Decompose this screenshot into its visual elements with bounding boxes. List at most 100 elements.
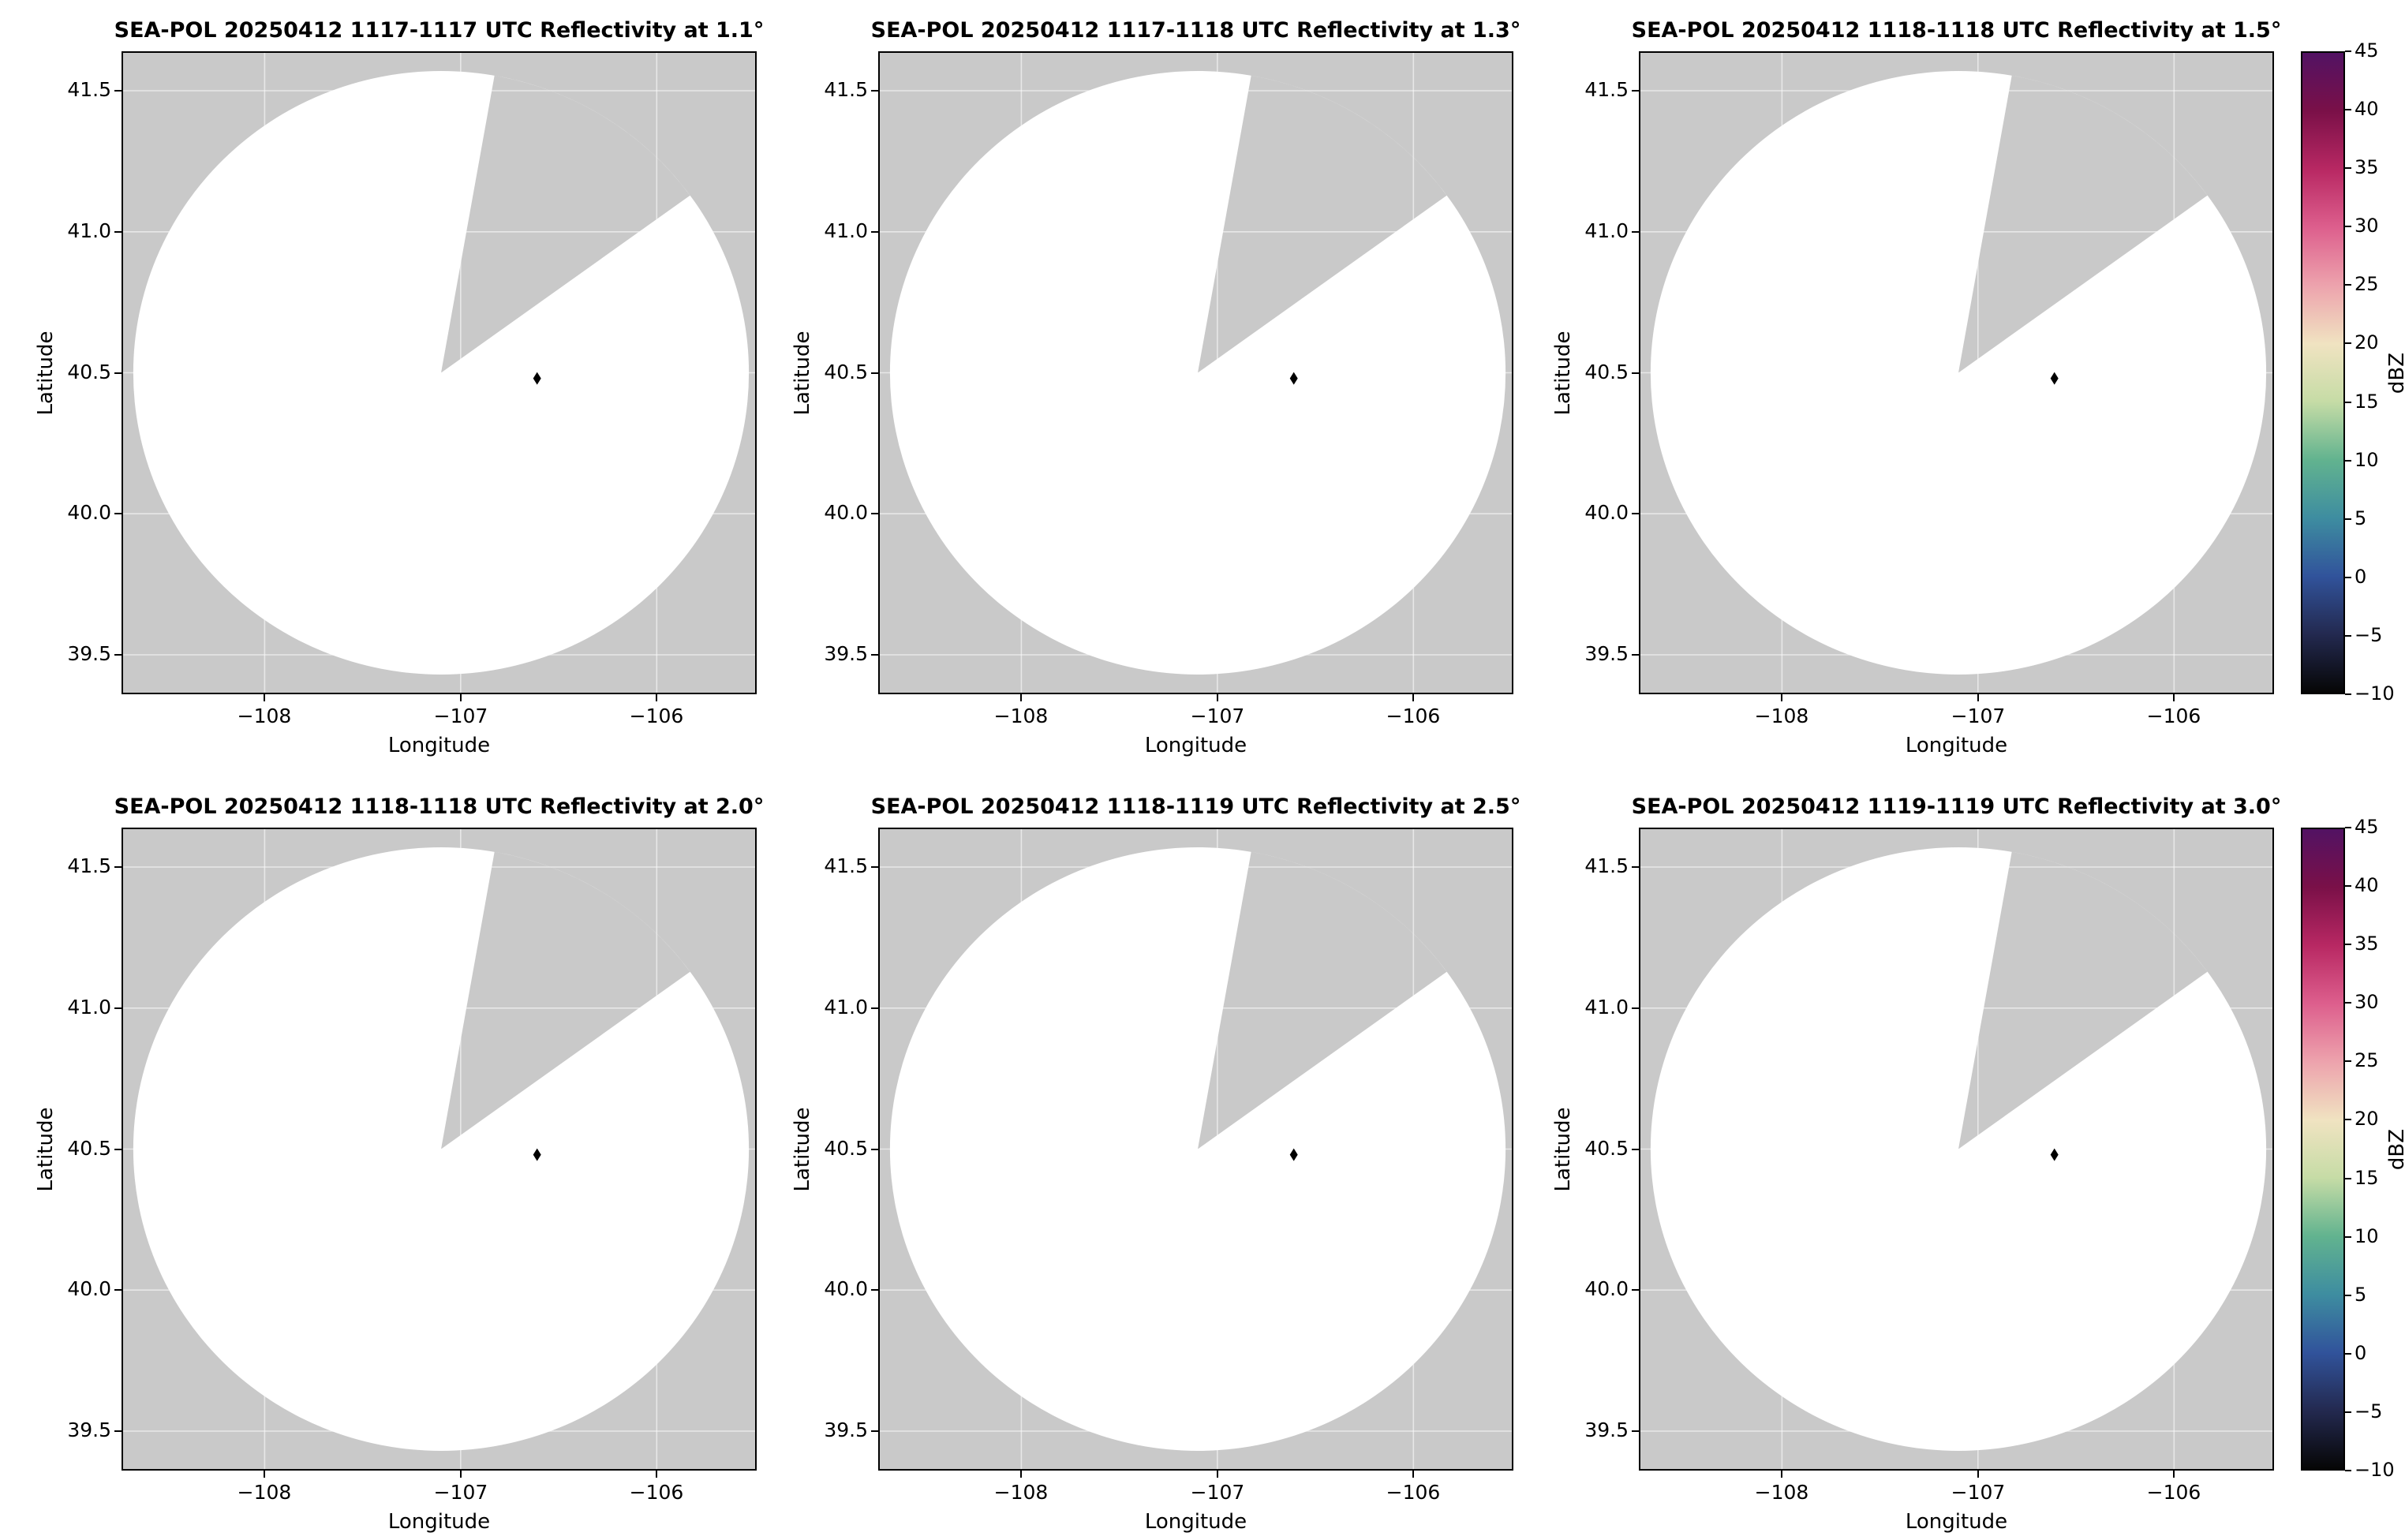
y-tick-mark (871, 1149, 878, 1150)
colorbar-gradient (2301, 828, 2345, 1471)
x-axis-label: Longitude (1905, 1510, 2008, 1534)
colorbar-tick-mark (2345, 827, 2351, 828)
colorbar-tick-mark (2345, 693, 2351, 695)
y-tick-mark (1632, 1289, 1639, 1291)
y-tick-label: 39.5 (824, 1419, 868, 1441)
colorbar-tick-mark (2345, 885, 2351, 887)
colorbar-tick-mark (2345, 284, 2351, 286)
y-tick-label: 40.5 (1584, 1137, 1629, 1160)
x-tick-mark (264, 694, 265, 701)
y-tick-mark (114, 654, 122, 656)
colorbar-bottom: dBZ 45 40 35 30 25 20 15 10 5 0 −5 −10 (2301, 816, 2405, 1481)
colorbar-tick-label: −10 (2355, 682, 2395, 705)
colorbar-tick-label: 20 (2355, 331, 2379, 353)
y-tick-mark (1632, 654, 1639, 656)
x-tick-label: −108 (237, 705, 292, 727)
x-tick-mark (1020, 694, 1022, 701)
colorbar-tick-label: 40 (2355, 98, 2379, 120)
colorbar-tick-mark (2345, 944, 2351, 945)
panel-6: SEA-POL 20250412 1119-1119 UTC Reflectiv… (1551, 794, 2281, 1534)
y-tick-label: 41.5 (67, 854, 111, 877)
y-tick-mark (1632, 1149, 1639, 1150)
y-tick-label: 41.5 (1584, 78, 1629, 101)
x-axis-label: Longitude (387, 734, 491, 757)
y-tick-label: 40.5 (67, 1137, 111, 1160)
colorbar-tick-label: 35 (2355, 933, 2379, 955)
colorbar-tick-mark (2345, 1411, 2351, 1413)
colorbar-tick-label: 25 (2355, 1049, 2379, 1071)
x-axis-label: Longitude (387, 1510, 491, 1534)
y-tick-label: 39.5 (67, 642, 111, 665)
colorbar-tick-mark (2345, 1119, 2351, 1120)
y-tick-label: 40.0 (67, 501, 111, 524)
y-tick-label: 41.5 (1584, 854, 1629, 877)
x-tick-mark (460, 694, 462, 701)
y-tick-mark (1632, 866, 1639, 868)
x-axis-label: Longitude (1144, 1510, 1247, 1534)
x-tick-label: −108 (993, 1481, 1049, 1504)
x-tick-label: −107 (1190, 705, 1245, 727)
colorbar-tick-label: 30 (2355, 991, 2379, 1013)
y-tick-mark (1632, 1007, 1639, 1009)
colorbar-tick-mark (2345, 402, 2351, 403)
y-tick-label: 41.0 (67, 219, 111, 242)
panel-title: SEA-POL 20250412 1117-1117 UTC Reflectiv… (114, 18, 765, 43)
colorbar-tick-label: 10 (2355, 449, 2379, 471)
x-tick-mark (1781, 694, 1782, 701)
colorbar-tick-mark (2345, 342, 2351, 344)
x-tick-label: −106 (1386, 705, 1441, 727)
site-marker (2050, 1148, 2059, 1161)
y-tick-label: 40.0 (67, 1277, 111, 1300)
colorbar-unit-label: dBZ (2385, 1128, 2405, 1170)
y-tick-label: 39.5 (1584, 642, 1629, 665)
colorbar-tick-mark (2345, 50, 2351, 52)
y-tick-label: 39.5 (824, 642, 868, 665)
y-tick-label: 41.0 (1584, 219, 1629, 242)
colorbar-tick-label: 0 (2355, 1342, 2367, 1364)
y-tick-mark (871, 654, 878, 656)
x-tick-mark (1217, 1471, 1218, 1478)
y-tick-mark (1632, 1430, 1639, 1432)
y-tick-label: 40.5 (824, 1137, 868, 1160)
site-marker (1289, 1148, 1298, 1161)
radar-ppi-map (1639, 51, 2274, 694)
y-tick-label: 39.5 (1584, 1419, 1629, 1441)
colorbar-tick-label: 30 (2355, 215, 2379, 237)
site-marker (533, 372, 541, 385)
y-tick-label: 41.0 (67, 996, 111, 1019)
colorbar-tick-mark (2345, 1470, 2351, 1471)
colorbar-tick-mark (2345, 1236, 2351, 1238)
colorbar-gradient (2301, 51, 2345, 694)
y-tick-label: 40.5 (67, 361, 111, 383)
colorbar-tick-mark (2345, 167, 2351, 169)
colorbar-tick-label: 0 (2355, 566, 2367, 588)
y-tick-mark (114, 513, 122, 514)
y-tick-mark (114, 372, 122, 374)
colorbar-tick-label: 20 (2355, 1108, 2379, 1130)
x-tick-mark (656, 1471, 657, 1478)
panel-4: SEA-POL 20250412 1118-1118 UTC Reflectiv… (34, 794, 764, 1534)
site-marker (2050, 372, 2059, 385)
y-tick-mark (871, 513, 878, 514)
y-tick-mark (114, 90, 122, 92)
radar-ppi-map (878, 828, 1513, 1471)
x-tick-label: −107 (433, 1481, 488, 1504)
radar-ppi-map (122, 51, 757, 694)
panel-title: SEA-POL 20250412 1119-1119 UTC Reflectiv… (1631, 794, 2282, 819)
y-tick-mark (871, 231, 878, 233)
y-tick-mark (1632, 90, 1639, 92)
y-tick-mark (871, 372, 878, 374)
x-tick-mark (1020, 1471, 1022, 1478)
radar-ppi-map (878, 51, 1513, 694)
y-tick-label: 40.5 (824, 361, 868, 383)
colorbar-tick-mark (2345, 1060, 2351, 1062)
y-tick-mark (871, 1007, 878, 1009)
panel-1: SEA-POL 20250412 1117-1117 UTC Reflectiv… (34, 18, 764, 757)
x-tick-label: −107 (1190, 1481, 1245, 1504)
x-tick-label: −107 (1951, 705, 2006, 727)
x-tick-mark (1412, 1471, 1414, 1478)
colorbar-tick-label: 15 (2355, 391, 2379, 413)
y-tick-label: 41.0 (824, 996, 868, 1019)
blocked-sector-wedge (1198, 75, 1447, 373)
y-tick-mark (871, 866, 878, 868)
